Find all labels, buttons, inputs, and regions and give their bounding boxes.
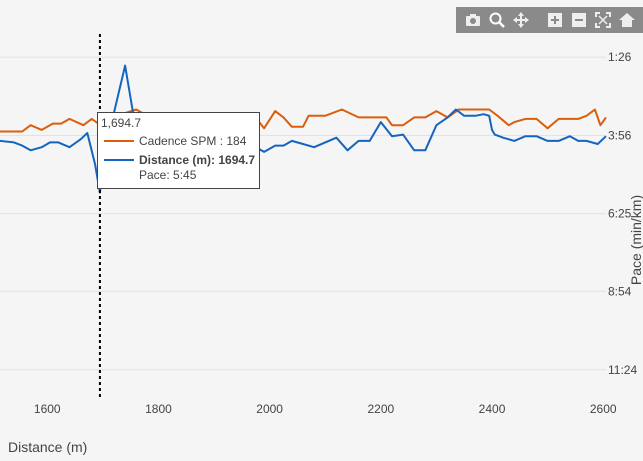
y-axis-title: Pace (min/km) [628,195,643,285]
series-lines [0,64,607,194]
tooltip-row-distance: Distance (m): 1694.7 Pace: 5:45 [104,153,255,183]
tooltip-row-cadence: Cadence SPM : 184 [104,134,246,149]
zoom-in-icon [548,13,562,27]
autoscale-icon [595,12,611,28]
zoom-in-button[interactable] [544,9,566,31]
y-tick-label: 11:24 [608,363,637,377]
x-tick-label: 1800 [145,402,172,416]
x-tick-label: 2200 [367,402,394,416]
zoom-out-icon [572,13,586,27]
tooltip-cadence-text: Cadence SPM : 184 [139,134,247,148]
zoom-out-button[interactable] [568,9,590,31]
x-tick-label: 2400 [479,402,506,416]
camera-button[interactable] [462,9,484,31]
x-tick-label: 2000 [256,402,283,416]
plot-toolbar [456,7,643,33]
y-tick-label: 1:26 [608,50,632,64]
gridlines [0,56,606,371]
y-axis-ticks: 1:26 3:56 6:25 8:54 11:24 [608,50,637,377]
pan-icon [513,12,529,28]
pan-button[interactable] [510,9,532,31]
y-tick-label: 6:25 [608,207,632,221]
tooltip-swatch-cadence [104,140,134,142]
tooltip-pace-text: Pace: 5:45 [139,168,197,182]
zoom-button[interactable] [486,9,508,31]
x-axis-title: Distance (m) [8,439,87,455]
y-tick-label: 3:56 [608,129,632,143]
tooltip-swatch-distance [104,159,134,161]
series-line-cadence [0,108,607,133]
x-tick-label: 1600 [34,402,61,416]
camera-icon [466,14,480,26]
hover-tooltip: 1,694.7 Cadence SPM : 184 Distance (m): … [97,112,260,189]
tooltip-distance-text: Distance (m): 1694.7 [139,153,256,167]
tooltip-title: 1,694.7 [101,116,142,130]
autoscale-button[interactable] [592,9,614,31]
home-icon [619,13,635,27]
series-line-distance [0,64,607,194]
x-tick-label: 2600 [590,402,617,416]
home-button[interactable] [616,9,638,31]
zoom-icon [489,12,505,28]
y-tick-label: 8:54 [608,284,632,298]
tooltip-distance-block: Distance (m): 1694.7 Pace: 5:45 [139,153,255,183]
x-axis-ticks: 1600 1800 2000 2200 2400 2600 [34,402,617,416]
